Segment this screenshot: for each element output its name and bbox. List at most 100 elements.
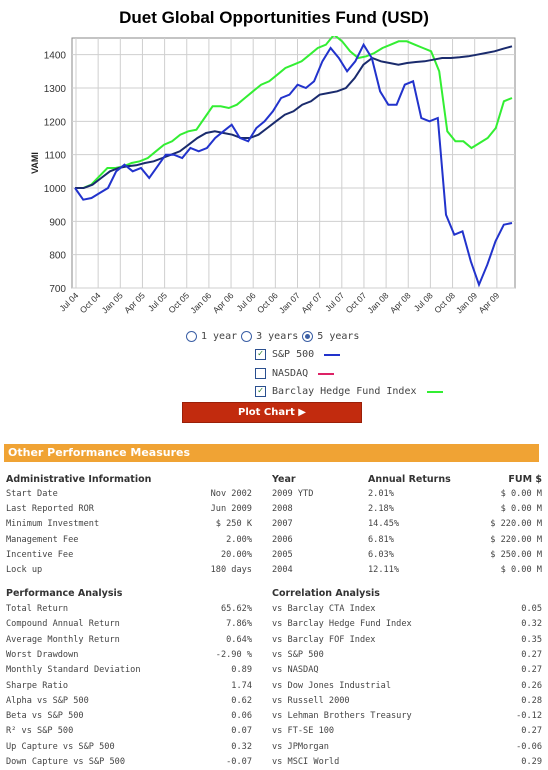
- fum-header: FUM $: [508, 474, 542, 485]
- admin-value: 20.00%: [220, 549, 252, 560]
- legend-swatch-nasdaq: [318, 372, 335, 375]
- annual-return: 2.18%: [368, 504, 394, 515]
- annual-fum: $ 220.00 M: [490, 519, 542, 530]
- x-tick-label: Jul 06: [235, 290, 258, 313]
- correlation-label: vs Dow Jones Industrial: [272, 680, 391, 691]
- correlation-label: vs Barclay Hedge Fund Index: [272, 619, 412, 630]
- y-axis-label: VAMI: [30, 152, 40, 174]
- performance-value: -0.07: [226, 757, 252, 767]
- admin-label: Start Date: [6, 489, 58, 499]
- y-tick-label: 1100: [44, 151, 66, 162]
- admin-label: Incentive Fee: [6, 549, 74, 560]
- annual-year: 2007: [272, 519, 293, 530]
- performance-value: 0.07: [231, 726, 252, 737]
- legend-swatch-barclay: [426, 390, 443, 393]
- performance-label: Worst Drawdown: [6, 649, 79, 660]
- x-tick-label: Apr 07: [299, 290, 324, 315]
- performance-value: 0.62: [231, 695, 252, 706]
- analysis-table: Performance Analysis Correlation Analysi…: [6, 588, 542, 768]
- x-tick-label: Apr 06: [211, 290, 236, 315]
- annual-year: 2006: [272, 534, 293, 545]
- correlation-label: vs Lehman Brothers Treasury: [272, 711, 412, 722]
- x-tick-label: Jan 08: [365, 290, 390, 315]
- annual-return: 12.11%: [368, 565, 400, 575]
- performance-label: Alpha vs S&P 500: [6, 695, 89, 706]
- annual-year: 2004: [272, 565, 293, 575]
- annual-return: 6.81%: [368, 534, 394, 545]
- annual-year: 2005: [272, 549, 293, 560]
- checkbox-barclay[interactable]: ✓: [255, 386, 266, 397]
- x-tick-label: Jan 06: [188, 290, 213, 315]
- correlation-value: 0.05: [521, 604, 542, 614]
- y-tick-label: 1200: [44, 117, 67, 128]
- x-tick-label: Apr 09: [476, 290, 501, 315]
- admin-value: 180 days: [210, 565, 252, 575]
- plot-area: [71, 37, 516, 289]
- admin-value: Nov 2002: [210, 489, 252, 499]
- x-tick-label: Oct 04: [78, 290, 103, 315]
- annual-fum: $ 0.00 M: [500, 504, 542, 515]
- performance-value: 0.64%: [226, 634, 252, 645]
- checkbox-sp500[interactable]: ✓: [255, 349, 266, 360]
- x-tick-label: Jan 07: [277, 290, 302, 315]
- correlation-value: 0.29: [521, 757, 542, 767]
- x-tick-label: Jan 09: [454, 290, 479, 315]
- correlation-value: 0.32: [521, 619, 542, 630]
- annual-return: 14.45%: [368, 519, 400, 530]
- x-tick-label: Oct 08: [432, 290, 457, 315]
- y-tick-label: 1000: [44, 184, 67, 195]
- checkbox-nasdaq[interactable]: [255, 368, 266, 379]
- correlation-value: 0.35: [521, 634, 542, 645]
- x-tick-label: Oct 07: [344, 290, 369, 315]
- annual-fum: $ 250.00 M: [490, 549, 542, 560]
- radio-3-years[interactable]: [241, 331, 253, 342]
- series-line: [74, 42, 513, 288]
- annual-return: 6.03%: [368, 549, 394, 560]
- radio-1-year[interactable]: [186, 331, 197, 342]
- x-tick-label: Apr 08: [388, 290, 413, 315]
- performance-header: Performance Analysis: [6, 588, 123, 599]
- y-tick-label: 900: [49, 217, 66, 228]
- correlation-value: 0.27: [521, 726, 542, 737]
- annual-year: 2008: [272, 504, 293, 515]
- radio-5-years[interactable]: [302, 331, 314, 342]
- legend-item-barclay: ✓ Barclay Hedge Fund Index: [255, 386, 443, 397]
- series-line: [75, 36, 513, 189]
- annual-return: 2.01%: [368, 489, 394, 499]
- correlation-label: vs JPMorgan: [272, 741, 329, 752]
- annual-fum: $ 0.00 M: [500, 565, 542, 575]
- plot-chart-button[interactable]: Plot Chart ▶: [182, 402, 362, 423]
- admin-table: Administrative Information Year Annual R…: [6, 474, 542, 584]
- legend-item-sp500: ✓ S&P 500: [255, 349, 341, 360]
- admin-label: Minimum Investment: [6, 519, 100, 530]
- performance-label: Sharpe Ratio: [6, 680, 69, 691]
- correlation-label: vs Barclay FOF Index: [272, 634, 376, 645]
- admin-value: $ 250 K: [215, 519, 252, 530]
- performance-label: Compound Annual Return: [6, 619, 120, 630]
- x-tick-label: Jul 08: [412, 290, 435, 313]
- performance-label: Average Monthly Return: [6, 634, 120, 645]
- performance-value: 0.32: [231, 741, 252, 752]
- correlation-label: vs FT-SE 100: [272, 726, 335, 737]
- x-tick-label: Jul 07: [323, 290, 346, 313]
- correlation-label: vs S&P 500: [272, 649, 324, 660]
- correlation-label: vs NASDAQ: [272, 665, 319, 676]
- performance-value: 65.62%: [220, 604, 252, 614]
- correlation-value: 0.27: [521, 665, 542, 676]
- annual-returns-header: Annual Returns: [368, 474, 451, 485]
- y-tick-label: 800: [49, 251, 66, 262]
- performance-value: 0.06: [231, 711, 252, 722]
- legend-swatch-sp500: [324, 353, 341, 356]
- y-tick-label: 700: [49, 284, 66, 295]
- correlation-value: -0.06: [516, 741, 542, 752]
- page-title: Duet Global Opportunities Fund (USD): [119, 8, 429, 27]
- legend-item-nasdaq: NASDAQ: [255, 368, 335, 379]
- annual-year: 2009 YTD: [272, 489, 314, 499]
- admin-label: Lock up: [6, 565, 43, 575]
- admin-value: 2.00%: [226, 534, 252, 545]
- performance-label: Monthly Standard Deviation: [6, 665, 141, 676]
- performance-label: Total Return: [6, 604, 69, 614]
- correlation-label: vs Barclay CTA Index: [272, 604, 376, 614]
- correlation-label: vs MSCI World: [272, 757, 340, 767]
- performance-label: Up Capture vs S&P 500: [6, 741, 115, 752]
